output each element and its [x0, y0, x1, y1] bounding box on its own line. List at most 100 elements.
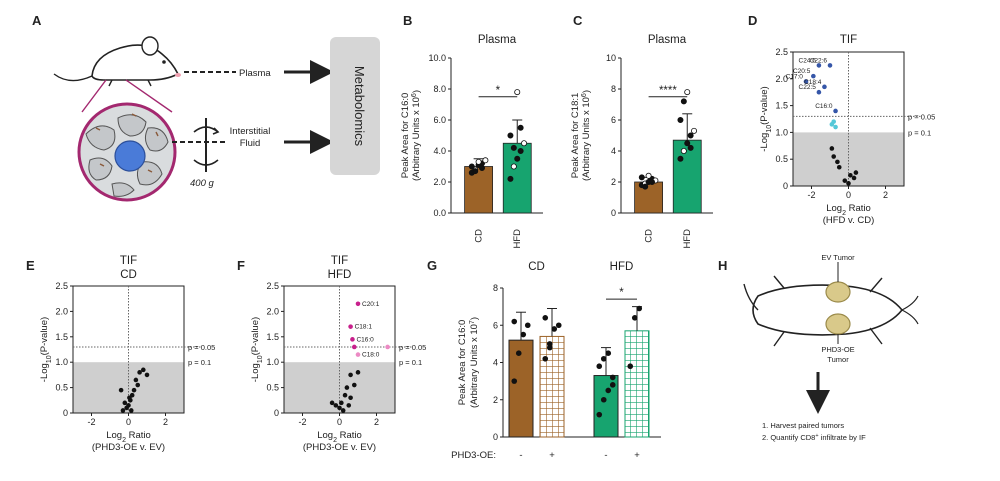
panel-letter-g: G	[427, 258, 437, 273]
chart-d-point	[816, 63, 822, 68]
chart-f-xtick-label: -2	[298, 417, 306, 427]
chart-c-bar-cd	[634, 181, 663, 214]
chart-b-point	[510, 144, 517, 151]
chart-f-point	[385, 344, 390, 350]
chart-d-point	[851, 175, 857, 181]
chart-e-point	[118, 387, 124, 393]
chart-d-point-label: C22:6	[810, 57, 828, 64]
chart-f-point	[355, 370, 361, 375]
chart-d-ytick-label: 2.0	[775, 74, 788, 84]
chart-b-plasma-c16: Plasma Peak Area for C16:0 (Arbitrary Unit…	[400, 34, 543, 249]
centrifuge-speed-label: 400 g	[190, 178, 214, 189]
chart-f-point	[352, 344, 357, 350]
chart-e-title-1: TIF	[120, 255, 137, 267]
chart-g-point	[609, 374, 616, 381]
panel-a-illustration: Plasma Interstitial Fluid 400 g Metabolo…	[53, 36, 380, 202]
chart-c-ytick-label: 8	[611, 84, 616, 94]
chart-c-ytick-label: 0	[611, 208, 616, 218]
chart-f-point-label: C18:0	[362, 352, 380, 359]
chart-g-point	[605, 387, 612, 394]
plasma-label: Plasma	[239, 68, 271, 79]
chart-g-phd3-oe-value: -	[519, 450, 522, 461]
chart-f-title-1: TIF	[331, 255, 348, 267]
chart-d-ytick-label: 0	[783, 181, 788, 191]
chart-c-ylabel-2: (Arbitrary Units x 106)	[581, 90, 593, 181]
chart-d-xtick-label: 0	[846, 190, 851, 200]
panel-letter-f: F	[237, 258, 245, 273]
chart-e-point	[124, 405, 129, 411]
chart-e-xtick-label: 2	[163, 417, 168, 427]
chart-f-nonsignificant-region	[284, 362, 395, 413]
chart-g-c16-bars: Peak Area for C16:0 (Arbitrary Units x 10…	[451, 261, 661, 461]
chart-g-bar	[593, 375, 619, 438]
chart-g-phd3-oe-value: -	[604, 450, 607, 461]
chart-d-point	[831, 154, 836, 159]
chart-f-ytick-label: 1.0	[266, 357, 279, 367]
chart-c-point	[687, 144, 694, 151]
chart-g-point	[511, 378, 518, 384]
chart-f-point	[355, 352, 361, 357]
chart-f-point	[348, 395, 353, 401]
chart-b-point	[482, 157, 489, 164]
chart-c-bar-hfd	[672, 139, 702, 214]
chart-g-phd3-oe-value: +	[549, 450, 555, 461]
chart-e-ytick-label: 1.0	[55, 357, 68, 367]
chart-g-point	[542, 355, 549, 362]
chart-c-point	[691, 127, 698, 134]
centrifuge-rotation-icon	[193, 118, 220, 172]
chart-d-point-label: C17:0	[786, 73, 804, 80]
chart-g-point	[636, 305, 643, 312]
chart-c-point	[680, 147, 687, 154]
chart-b-point	[514, 89, 521, 96]
chart-f-xlabel-2: (PHD3-OE v. EV)	[303, 442, 376, 453]
chart-f-point	[346, 403, 352, 408]
chart-g-phd3-oe-label: PHD3-OE:	[451, 450, 496, 461]
chart-d-ytick-label: 0.5	[775, 154, 788, 164]
chart-f-point	[329, 400, 335, 406]
chart-g-group-cd: CD	[528, 261, 545, 273]
chart-f-point	[344, 385, 350, 390]
chart-e-point	[127, 395, 132, 401]
chart-g-point	[631, 315, 638, 321]
chart-e-ytick-label: 2.0	[55, 306, 68, 316]
chart-g-group-hfd: HFD	[610, 261, 634, 273]
chart-b-bar-hfd	[502, 142, 532, 214]
chart-d-point	[842, 178, 848, 183]
metabolomics-label: Metabolomics	[352, 66, 367, 147]
interstitial-fluid-label-1: Interstitial	[230, 126, 271, 137]
chart-d-point	[803, 79, 809, 84]
chart-g-point	[542, 315, 549, 321]
chart-d-title: TIF	[840, 34, 857, 46]
chart-d-point-label: C22:5	[799, 84, 817, 91]
chart-c-significance: ****	[659, 85, 677, 97]
chart-g-ytick-label: 0	[493, 432, 498, 442]
chart-c-point	[680, 98, 687, 105]
chart-f-point	[337, 405, 342, 411]
chart-d-nonsignificant-region	[793, 132, 904, 186]
chart-d-point-label: C16:0	[815, 103, 833, 110]
chart-b-point	[507, 132, 514, 139]
chart-c-point	[677, 117, 684, 124]
panel-letter-e: E	[26, 258, 35, 273]
chart-f-point	[350, 337, 355, 342]
chart-b-point	[472, 168, 479, 175]
chart-f-ytick-label: 1.5	[266, 332, 279, 342]
chart-g-bar	[539, 335, 565, 438]
chart-f-p05-label: p = 0.05	[399, 343, 426, 352]
chart-d-p01-label: p = 0.1	[908, 128, 931, 137]
chart-g-ytick-label: 8	[493, 283, 498, 293]
chart-d-point	[829, 146, 835, 151]
panel-letter-b: B	[403, 13, 412, 28]
chart-d-ytick-label: 1.0	[775, 127, 788, 137]
chart-d-xlabel-1: Log2 Ratio	[826, 203, 871, 217]
chart-c-plasma-c18: Plasma Peak Area for C18:1 (Arbitrary Unit…	[570, 34, 713, 249]
chart-f-point	[348, 324, 353, 329]
chart-d-point	[816, 89, 822, 95]
chart-b-point	[468, 163, 475, 170]
chart-f-point	[333, 403, 339, 408]
mouse-icon	[53, 36, 181, 87]
chart-g-ytick-label: 2	[493, 395, 498, 405]
chart-f-title-2: HFD	[328, 269, 352, 281]
step-1-text: 1. Harvest paired tumors	[762, 421, 844, 430]
